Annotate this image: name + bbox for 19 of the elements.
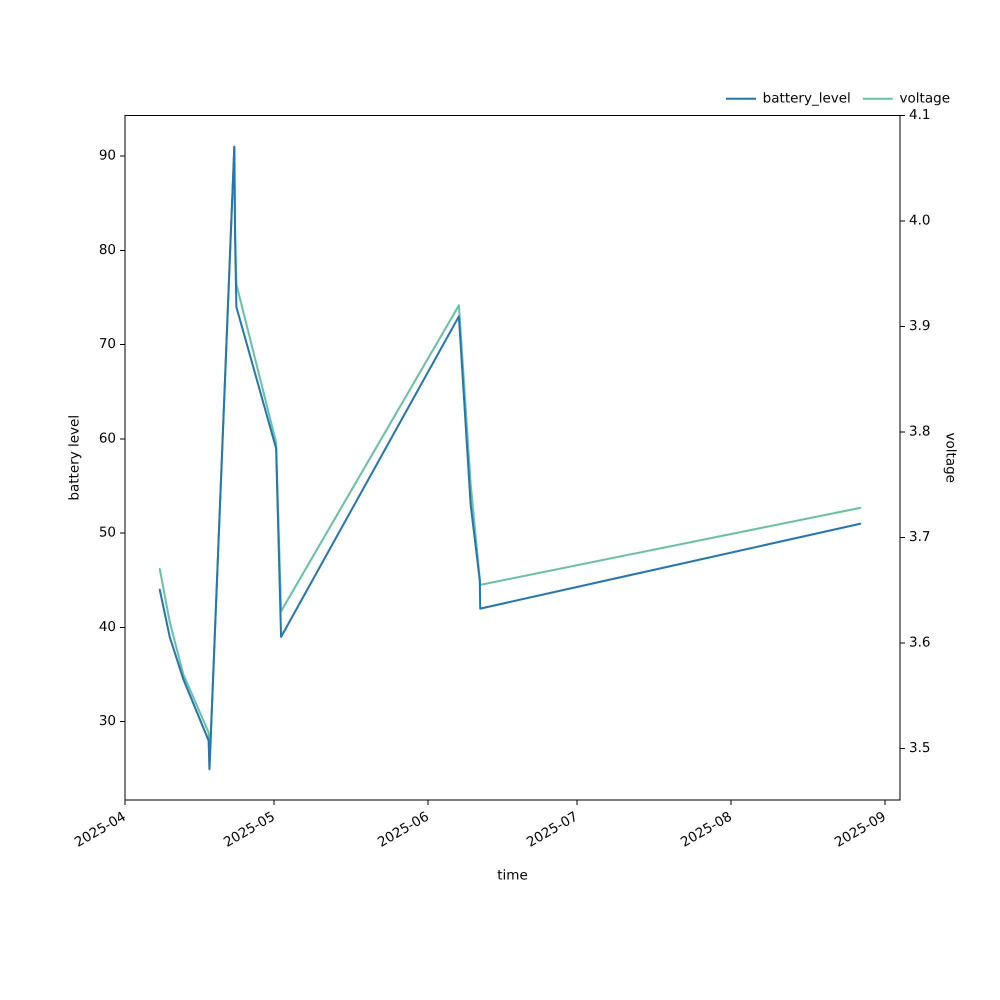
y-tick-label: 90 [98, 148, 116, 164]
y-tick-label: 40 [98, 618, 116, 635]
y-tick-label: 70 [98, 336, 116, 352]
y2-tick-label: 3.7 [909, 528, 930, 545]
y-tick-label: 60 [98, 430, 116, 446]
legend-label: battery_level [762, 90, 851, 106]
x-axis-title: time [497, 867, 528, 884]
y2-tick-label: 3.5 [909, 740, 930, 756]
y2-axis-title: voltage [942, 432, 958, 483]
y-tick-label: 30 [98, 713, 116, 730]
y-tick-label: 50 [98, 524, 116, 541]
y2-tick-label: 3.8 [909, 423, 930, 440]
y-tick-label: 80 [98, 242, 116, 258]
y2-tick-label: 3.9 [909, 318, 930, 334]
y-axis-title: battery level [66, 414, 83, 501]
legend-label: voltage [900, 90, 950, 106]
y2-tick-label: 4.1 [909, 107, 930, 123]
y2-tick-label: 3.6 [909, 634, 930, 650]
y2-tick-label: 4.0 [909, 212, 930, 228]
